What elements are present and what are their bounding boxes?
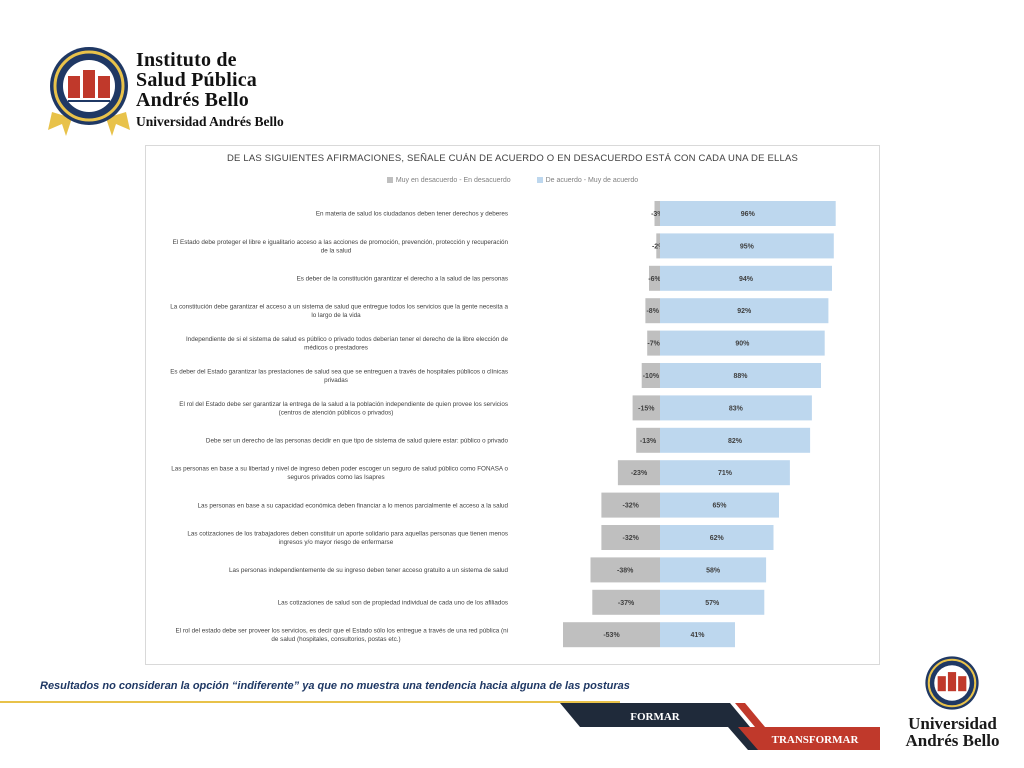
data-label-agree: 96% bbox=[741, 211, 756, 218]
data-label-agree: 88% bbox=[733, 373, 748, 380]
legend-item-agree: De acuerdo - Muy de acuerdo bbox=[536, 177, 639, 184]
legend-swatch-agree bbox=[536, 177, 543, 184]
category-label: El rol del Estado debe ser garantizar la… bbox=[179, 401, 508, 417]
bar-disagree bbox=[632, 395, 661, 421]
bar-disagree bbox=[563, 622, 660, 648]
data-label-disagree: -13% bbox=[640, 438, 657, 445]
bar-agree bbox=[660, 427, 811, 453]
bar-disagree bbox=[590, 557, 660, 583]
bar-agree bbox=[660, 265, 832, 291]
category-label: La constitución debe garantizar el acces… bbox=[170, 304, 508, 320]
chart-title: DE LAS SIGUIENTES AFIRMACIONES, SEÑALE C… bbox=[226, 153, 799, 164]
logo-line-1: Instituto de bbox=[136, 49, 237, 71]
bar-disagree bbox=[636, 427, 660, 453]
data-label-agree: 90% bbox=[735, 341, 750, 348]
category-label: En materia de salud los ciudadanos deben… bbox=[316, 211, 508, 218]
data-label-agree: 65% bbox=[712, 503, 727, 510]
category-label: Las cotizaciones de los trabajadores deb… bbox=[187, 530, 508, 546]
legend-item-disagree: Muy en desacuerdo - En desacuerdo bbox=[386, 177, 511, 184]
data-label-disagree: -8% bbox=[646, 308, 659, 315]
bar-agree bbox=[660, 395, 812, 421]
legend-label-disagree: Muy en desacuerdo - En desacuerdo bbox=[395, 177, 511, 184]
data-label-agree: 83% bbox=[729, 405, 744, 412]
footnote: Resultados no consideran la opción “indi… bbox=[40, 680, 630, 692]
data-label-agree: 62% bbox=[710, 535, 725, 542]
data-label-disagree: -53% bbox=[603, 632, 620, 639]
category-label: Las personas en base a su capacidad econ… bbox=[198, 502, 509, 509]
footer-ribbon: FORMAR TRANSFORMAR bbox=[560, 703, 880, 750]
bar-disagree bbox=[649, 265, 660, 291]
data-label-disagree: -32% bbox=[623, 503, 640, 510]
data-label-disagree: -37% bbox=[618, 600, 635, 607]
bar-disagree bbox=[601, 525, 660, 550]
bar-agree bbox=[660, 460, 790, 486]
bar-disagree bbox=[645, 298, 660, 324]
legend-label-agree: De acuerdo - Muy de acuerdo bbox=[545, 177, 639, 184]
legend-swatch-disagree bbox=[386, 177, 393, 184]
data-label-disagree: -7% bbox=[647, 341, 660, 348]
category-label: El rol del estado debe ser proveer los s… bbox=[175, 628, 508, 644]
bar-agree bbox=[660, 589, 765, 615]
bar-agree bbox=[660, 525, 774, 550]
bar-agree bbox=[660, 557, 767, 583]
data-label-agree: 58% bbox=[706, 567, 721, 574]
category-label: Las personas en base a su libertad y niv… bbox=[171, 466, 508, 482]
university-logo-line-1: Universidad bbox=[908, 714, 997, 733]
logo-subtitle: Universidad Andrés Bello bbox=[136, 114, 284, 129]
institute-logo: Instituto de Salud Pública Andrés Bello … bbox=[48, 42, 288, 142]
data-label-agree: 82% bbox=[728, 438, 743, 445]
data-label-disagree: -38% bbox=[617, 567, 634, 574]
data-label-disagree: -2% bbox=[652, 243, 665, 250]
logo-line-2: Salud Pública bbox=[136, 69, 257, 91]
data-label-disagree: -3% bbox=[651, 211, 664, 218]
data-label-disagree: -32% bbox=[623, 535, 640, 542]
seal-icon bbox=[925, 656, 979, 710]
bar-agree bbox=[660, 298, 829, 324]
data-label-agree: 94% bbox=[739, 276, 754, 283]
ribbon-formar: FORMAR bbox=[630, 711, 681, 723]
bar-agree bbox=[660, 330, 825, 356]
category-label: Es deber de la constitución garantizar e… bbox=[297, 276, 508, 283]
data-label-disagree: -23% bbox=[631, 470, 648, 477]
data-label-disagree: -10% bbox=[643, 373, 660, 380]
category-label: Las cotizaciones de salud son de propied… bbox=[278, 600, 508, 607]
ribbon-transformar: TRANSFORMAR bbox=[772, 734, 860, 746]
data-label-agree: 95% bbox=[740, 243, 755, 250]
data-label-agree: 57% bbox=[705, 600, 720, 607]
bar-agree bbox=[660, 492, 779, 518]
data-label-disagree: -6% bbox=[648, 276, 661, 283]
category-label: Debe ser un derecho de las personas deci… bbox=[206, 438, 509, 445]
bar-disagree bbox=[656, 233, 660, 259]
data-label-disagree: -15% bbox=[638, 405, 655, 412]
university-logo-text: Universidad Andrés Bello bbox=[895, 715, 1010, 749]
data-label-agree: 71% bbox=[718, 470, 733, 477]
data-label-agree: 41% bbox=[690, 632, 705, 639]
chart-legend: Muy en desacuerdo - En desacuerdo De acu… bbox=[146, 177, 879, 184]
bar-disagree bbox=[617, 460, 660, 486]
category-label: Las personas independientemente de su in… bbox=[229, 567, 508, 574]
bar-disagree bbox=[641, 363, 660, 388]
bar-agree bbox=[660, 622, 735, 648]
university-logo-line-2: Andrés Bello bbox=[905, 731, 1000, 750]
footer-stripe bbox=[0, 701, 620, 703]
bar-disagree bbox=[647, 330, 660, 356]
bar-disagree bbox=[592, 589, 660, 615]
bar-disagree bbox=[654, 201, 660, 226]
bar-agree bbox=[660, 363, 821, 388]
category-label: Es deber del Estado garantizar las prest… bbox=[170, 368, 508, 384]
university-logo: Universidad Andrés Bello bbox=[895, 655, 1010, 760]
category-label: Independiente de si el sistema de salud … bbox=[186, 336, 509, 352]
data-label-agree: 92% bbox=[737, 308, 752, 315]
chart-plot: En materia de salud los ciudadanos deben… bbox=[170, 201, 836, 648]
category-label: El Estado debe proteger el libre e igual… bbox=[173, 239, 509, 255]
chart-frame: DE LAS SIGUIENTES AFIRMACIONES, SEÑALE C… bbox=[145, 145, 880, 665]
bar-agree bbox=[660, 233, 834, 259]
bar-disagree bbox=[601, 492, 660, 518]
bar-agree bbox=[660, 201, 836, 226]
seal-icon bbox=[48, 47, 130, 136]
logo-line-3: Andrés Bello bbox=[136, 89, 249, 111]
